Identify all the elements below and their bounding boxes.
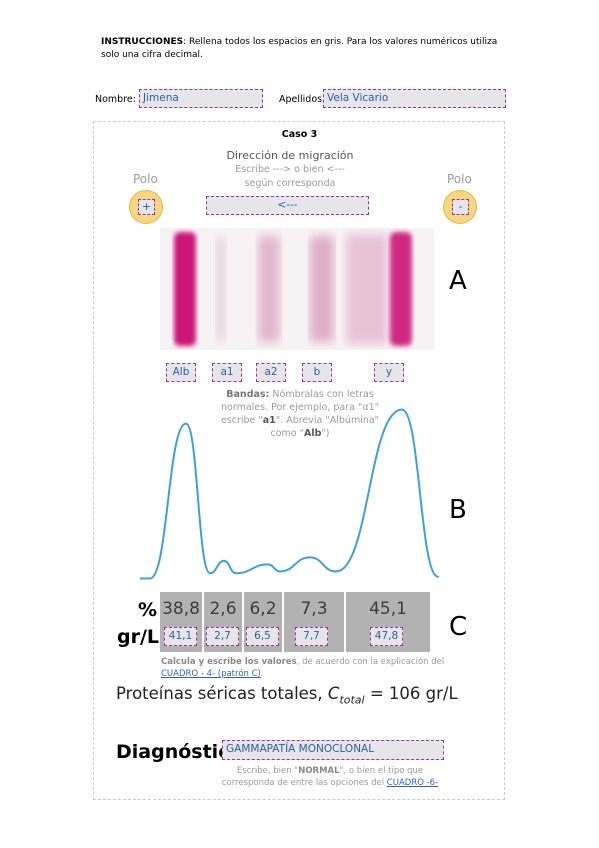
band-field-alb[interactable]: Alb [166, 363, 196, 382]
section-c-label: C [449, 612, 468, 642]
left-pole-field[interactable]: + [138, 199, 155, 215]
grams-field-a1[interactable]: 2,7 [206, 627, 239, 646]
percent-alb: 38,8 [162, 599, 200, 619]
percent-b: 7,3 [300, 599, 328, 619]
right-pole-field[interactable]: - [452, 199, 469, 215]
name-field[interactable]: Jimena [139, 89, 263, 108]
percent-a2: 6,2 [249, 599, 277, 619]
diagnosis-label: Diagnóstico: [116, 741, 251, 763]
cuadro-6-link[interactable]: CUADRO -6- [386, 778, 439, 788]
table-note: Calcula y escribe los valores, de acuerd… [161, 656, 451, 680]
instructions: INSTRUCCIONES: Rellena todos los espacio… [101, 36, 521, 62]
bands-hint3a: escribe " [220, 415, 263, 426]
section-b-label: B [449, 495, 467, 525]
grams-field-y[interactable]: 47,8 [370, 627, 403, 646]
diagnosis-hint2: corresponda de entre las opciones del [221, 778, 387, 788]
grams-field-a2[interactable]: 6,5 [246, 627, 279, 646]
band-field-b[interactable]: b [302, 363, 332, 382]
migration-title: Dirección de migración [226, 149, 354, 162]
cuadro-4-link[interactable]: CUADRO - 4- (patrón C) [161, 669, 261, 679]
densitometry-chart [140, 408, 439, 580]
percent-a1: 2,6 [209, 599, 237, 619]
instructions-line2: solo una cifra decimal. [101, 50, 203, 60]
bands-hint2: normales. Por ejemplo, para "α1" [221, 402, 379, 413]
migration-hint2: según corresponda [244, 178, 336, 189]
diagnosis-hint: Escribe, bien "NORMAL", o bien el tipo q… [210, 765, 450, 789]
bands-hint3c: ". Abrevia "Albúmina" [275, 415, 380, 426]
bands-hint3b: a1 [262, 415, 276, 426]
instructions-line1: : Rellena todos los espacios en gris. Pa… [183, 37, 498, 47]
migration-hint1: Escribe ---> o bien <--- [235, 164, 345, 175]
percent-label: % [138, 599, 158, 621]
grams-field-b[interactable]: 7,7 [295, 627, 328, 646]
diagnosis-hint1c: ", o bien el tipo que [339, 766, 424, 776]
band-field-a2[interactable]: a2 [256, 363, 286, 382]
surname-field[interactable]: Vela Vicario [323, 89, 506, 108]
total-prefix: Proteínas séricas totales, [116, 684, 328, 703]
table-note-rest: , de acuerdo con la explicación del [296, 657, 445, 667]
total-proteins: Proteínas séricas totales, Ctotal = 106 … [116, 684, 458, 706]
total-symbol: C [327, 684, 340, 703]
case-title: Caso 3 [281, 129, 318, 140]
instructions-bold: INSTRUCCIONES [101, 37, 184, 47]
case-card [93, 121, 505, 800]
left-pole: + [129, 190, 163, 224]
percent-y: 45,1 [369, 599, 407, 619]
grams-label: gr/L [117, 626, 160, 648]
electrophoresis-gel [160, 228, 434, 350]
diagnosis-field[interactable]: GAMMAPATÍA MONOCLONAL [222, 740, 444, 760]
migration-field[interactable]: <--- [206, 196, 369, 215]
bands-hint4b: Alb [304, 428, 322, 439]
table-note-end: . [260, 669, 264, 679]
left-pole-label: Polo [133, 172, 158, 186]
bands-hint4a: como " [270, 428, 305, 439]
bands-hint-bold: Bandas: [226, 389, 270, 400]
diagnosis-hint1b: NORMAL [298, 766, 340, 776]
diagnosis-hint1a: Escribe, bien " [236, 766, 299, 776]
name-label: Nombre: [95, 94, 136, 105]
bands-hint4c: ") [321, 428, 330, 439]
densitometry-curve [140, 408, 439, 580]
total-suffix: = 106 gr/L [364, 684, 458, 703]
section-a-label: A [449, 266, 467, 296]
bands-hint: Bandas: Nómbralas con letras normales. P… [180, 388, 420, 440]
surname-label: Apellidos: [279, 94, 326, 105]
band-field-a1[interactable]: a1 [212, 363, 242, 382]
band-field-y[interactable]: y [374, 363, 404, 382]
right-pole-label: Polo [447, 172, 472, 186]
right-pole: - [443, 190, 477, 224]
bands-hint1: Nómbralas con letras [269, 389, 374, 400]
total-subscript: total [339, 693, 365, 707]
grams-field-alb[interactable]: 41,1 [164, 627, 197, 646]
table-note-bold: Calcula y escribe los valores [161, 657, 297, 667]
